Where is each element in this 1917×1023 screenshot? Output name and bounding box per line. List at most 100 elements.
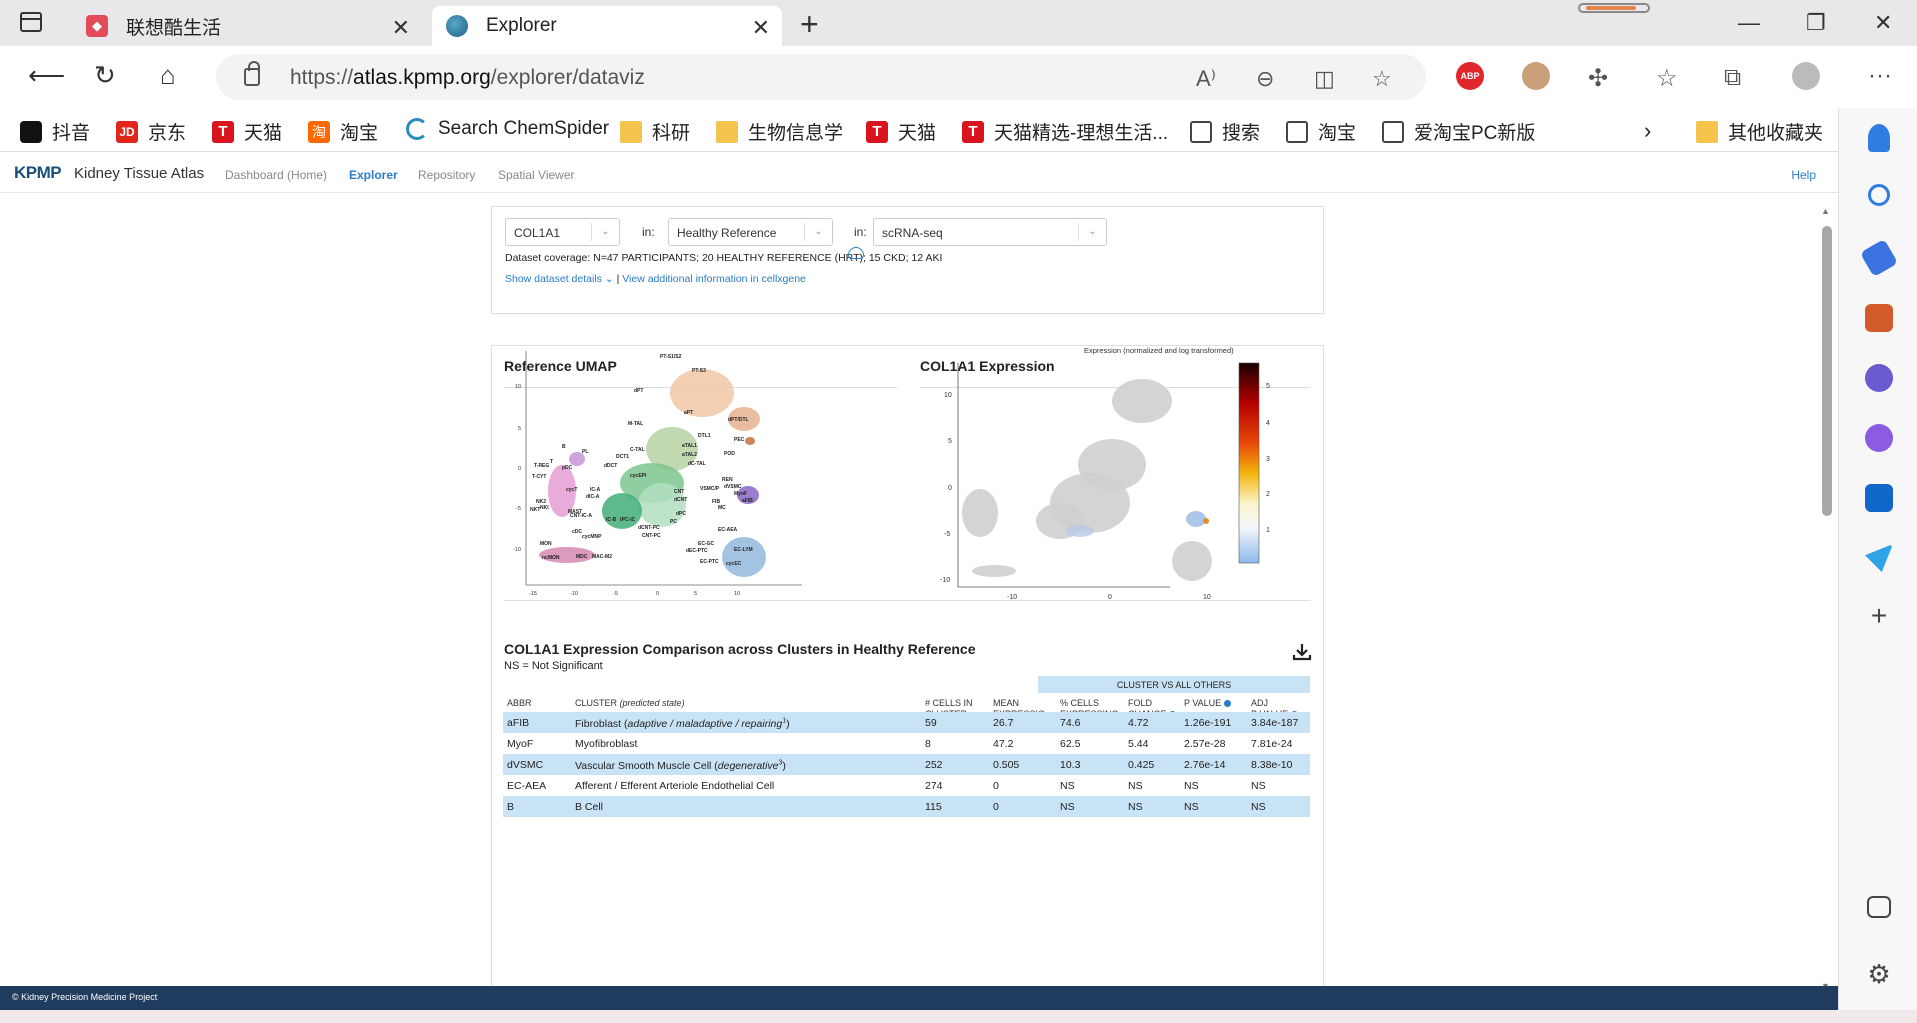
umap-cluster-label: T-CYT (532, 474, 546, 480)
outlook-icon[interactable] (1865, 484, 1893, 512)
send-paper-plane-icon[interactable] (1865, 544, 1893, 572)
adblock-plus-icon[interactable]: ABP (1456, 62, 1484, 90)
bookmark-chemspider[interactable]: Search ChemSpider (406, 118, 609, 140)
bookmark-search[interactable]: 搜索 (1190, 118, 1260, 145)
download-icon[interactable] (1292, 642, 1312, 662)
scrollbar-thumb[interactable] (1822, 226, 1832, 516)
table-row[interactable]: B B Cell 115 0 NS NS NS NS (503, 796, 1310, 817)
restore-icon[interactable]: ❐ (1806, 10, 1826, 35)
bookmark-other-folder[interactable]: 其他收藏夹 (1696, 118, 1823, 145)
folder-icon (620, 120, 642, 143)
umap-cluster-label: DCT1 (616, 454, 629, 460)
scroll-up-icon[interactable]: ▲ (1821, 206, 1830, 216)
search-icon[interactable] (1868, 184, 1890, 206)
cell-mean: 0 (993, 801, 999, 813)
close-tab-icon[interactable]: ✕ (391, 15, 410, 40)
cloud-download-icon[interactable] (848, 247, 864, 259)
umap-cluster-label: CNT-IC-A (570, 513, 592, 519)
home-icon[interactable]: ⌂ (160, 60, 176, 90)
chevron-down-icon: ⌄ (804, 223, 832, 241)
scroll-down-icon[interactable]: ▼ (1821, 981, 1830, 986)
extensions-icon[interactable]: ✣ (1588, 65, 1609, 92)
bookmark-aitaobao[interactable]: 爱淘宝PC新版 (1382, 118, 1535, 145)
sidebar-settings-gear-icon[interactable]: ⚙ (1867, 959, 1891, 989)
help-link[interactable]: Help (1791, 168, 1816, 182)
notification-bell-icon[interactable] (1868, 124, 1890, 152)
site-title[interactable]: Kidney Tissue Atlas (74, 165, 205, 182)
bookmark-folder-bioinfo[interactable]: 生物信息学 (716, 118, 843, 145)
show-dataset-details-link[interactable]: Show dataset details (505, 273, 602, 285)
profile-avatar-icon[interactable] (1792, 62, 1820, 90)
close-tab-icon[interactable]: ✕ (751, 15, 770, 40)
umap-cluster-label: EC-AEA (718, 527, 738, 533)
favorites-icon[interactable]: ☆ (1656, 65, 1678, 92)
col-cluster[interactable]: CLUSTER (predicted state) (575, 698, 685, 708)
table-row[interactable]: MyoF Myofibroblast 8 47.2 62.5 5.44 2.57e-28 7.… (503, 733, 1310, 754)
reference-umap-plot[interactable]: 10 5 0 -5 -10 -15 -10 -5 0 5 10 PT-S1/S2… (512, 343, 812, 603)
bookmark-folder-research[interactable]: 科研 (620, 118, 690, 145)
umap-clusters (539, 369, 766, 577)
split-screen-icon[interactable]: ◫ (1314, 66, 1335, 91)
add-sidebar-app-icon[interactable]: + (1870, 600, 1888, 631)
shopping-tag-icon[interactable] (1859, 238, 1899, 278)
bookmark-douyin[interactable]: 抖音 (20, 118, 90, 145)
extension-avatar-icon[interactable] (1522, 62, 1550, 90)
umap-cluster-label: aFIB (742, 498, 753, 504)
bookmark-jd[interactable]: JD 京东 (116, 118, 186, 145)
browser-tab-active[interactable]: Explorer ✕ (432, 6, 782, 46)
gene-select[interactable]: COL1A1 ⌄ (505, 218, 620, 246)
back-icon[interactable]: ⟵ (28, 60, 66, 90)
nav-explorer[interactable]: Explorer (349, 168, 398, 182)
kpmp-logo[interactable]: KPMP (14, 163, 62, 182)
filter-card: COL1A1 ⌄ in: Healthy Reference ⌄ in: scRNA… (491, 206, 1324, 314)
new-tab-icon[interactable]: + (800, 6, 819, 42)
url-field[interactable]: https://atlas.kpmp.org/explorer/dataviz … (216, 54, 1426, 100)
tab-actions-icon[interactable] (20, 12, 42, 32)
umap-cluster-label: CNT (674, 489, 684, 495)
umap-cluster-label: EC-LYM (734, 547, 753, 553)
cellxgene-link[interactable]: View additional information in cellxgene (622, 273, 806, 285)
copilot-icon[interactable] (1865, 424, 1893, 452)
close-window-icon[interactable]: ✕ (1874, 10, 1893, 35)
games-icon[interactable] (1865, 364, 1893, 392)
lock-icon[interactable] (244, 61, 260, 86)
table-row[interactable]: aFIB Fibroblast (adaptive / maladaptive /… (503, 712, 1310, 733)
nav-spatial-viewer[interactable]: Spatial Viewer (498, 168, 575, 182)
cell-cluster: Vascular Smooth Muscle Cell (degenerativ… (575, 759, 786, 772)
bookmark-taobao-2[interactable]: 淘宝 (1286, 118, 1356, 145)
refresh-icon[interactable]: ↻ (94, 60, 116, 90)
url-text[interactable]: https://atlas.kpmp.org/explorer/dataviz (290, 66, 645, 89)
info-icon[interactable] (1223, 700, 1231, 708)
cell-cells: 59 (925, 717, 937, 729)
more-menu-icon[interactable]: ··· (1868, 62, 1892, 89)
screenshot-icon[interactable] (1867, 896, 1891, 918)
expression-y-tick: -10 (940, 577, 950, 584)
bookmark-tmall[interactable]: T 天猫 (212, 118, 282, 145)
bookmark-taobao[interactable]: 淘淘宝 (308, 118, 378, 145)
umap-cluster-label: EC-PTC (700, 559, 719, 565)
technology-select[interactable]: scRNA-seq ⌄ (873, 218, 1107, 246)
bookmark-tmall-select[interactable]: T 天猫精选-理想生活... (962, 118, 1168, 145)
expression-y-tick: 10 (944, 392, 952, 399)
col-p-value[interactable]: P VALUE (1184, 698, 1231, 709)
zoom-out-icon[interactable]: ⊖ (1256, 66, 1275, 91)
read-aloud-icon[interactable]: A⁾ (1196, 66, 1217, 91)
table-row[interactable]: EC-AEA Afferent / Efferent Arteriole Endo… (503, 775, 1310, 796)
dataset-select[interactable]: Healthy Reference ⌄ (668, 218, 833, 246)
tools-briefcase-icon[interactable] (1865, 304, 1893, 332)
expression-umap-plot[interactable]: Expression (normalized and log transform… (930, 333, 1320, 603)
umap-y-tick: 10 (515, 384, 521, 390)
page-scrollbar[interactable]: ▲ ▼ (1820, 206, 1832, 986)
umap-cluster-label: MAST (568, 509, 582, 515)
table-row[interactable]: dVSMC Vascular Smooth Muscle Cell (degene… (503, 754, 1310, 775)
collections-icon[interactable]: ⧉ (1724, 64, 1742, 91)
nav-repository[interactable]: Repository (418, 168, 476, 182)
favorite-star-icon[interactable]: ☆ (1372, 66, 1392, 91)
minimize-icon[interactable]: — (1738, 10, 1760, 35)
bookmark-tmall-2[interactable]: T 天猫 (866, 118, 936, 145)
umap-y-tick: -10 (513, 547, 521, 553)
col-abbr[interactable]: ABBR (507, 698, 532, 708)
bookmarks-overflow-icon[interactable]: › (1644, 118, 1652, 143)
browser-tab-inactive[interactable]: ◆ 联想酷生活 ✕ (72, 6, 422, 46)
nav-dashboard[interactable]: Dashboard (Home) (225, 168, 328, 182)
